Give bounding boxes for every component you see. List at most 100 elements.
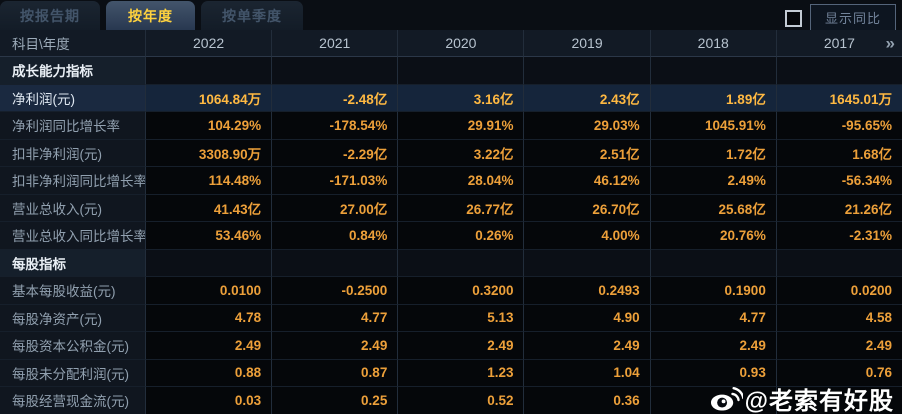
value-cell: 4.77 <box>271 304 398 332</box>
value-cell: 3.22亿 <box>397 139 524 167</box>
year-column-header[interactable]: 2022 <box>145 30 272 57</box>
value-cell: 2.49 <box>523 332 650 360</box>
section-row[interactable]: 成长能力指标 <box>0 57 902 85</box>
indicator-row[interactable]: 扣非净利润同比增长率 114.48% -171.03% 28.04% 46.12% 2.4… <box>0 167 902 195</box>
value-cell: 26.70亿 <box>523 194 650 222</box>
indicator-row[interactable]: 每股经营现金流(元) 0.03 0.25 0.52 0.36 <box>0 387 902 414</box>
row-label: 扣非净利润(元) <box>0 139 145 167</box>
value-cell: 0.76 <box>775 359 902 387</box>
row-label: 净利润(元) <box>0 84 145 112</box>
value-cell: 2.49 <box>397 332 524 360</box>
value-cell: 1.68亿 <box>775 139 902 167</box>
indicator-row[interactable]: 基本每股收益(元) 0.0100 -0.2500 0.3200 0.2493 0.1900… <box>0 277 902 305</box>
tab-by-year[interactable]: 按年度 <box>106 1 195 30</box>
tab-by-report-period[interactable]: 按报告期 <box>0 1 100 30</box>
row-label: 每股指标 <box>0 249 145 277</box>
value-cell <box>649 57 776 85</box>
value-cell <box>775 249 902 277</box>
show-yoy-checkbox[interactable] <box>784 9 802 27</box>
value-cell: -2.29亿 <box>271 139 398 167</box>
row-label: 营业总收入(元) <box>0 194 145 222</box>
value-cell: 1.04 <box>523 359 650 387</box>
watermark-text: @老索有好股 <box>744 388 894 414</box>
value-cell <box>397 249 524 277</box>
value-cell: 2.49 <box>775 332 902 360</box>
value-cell: 1064.84万 <box>145 84 272 112</box>
show-yoy-label[interactable]: 显示同比 <box>809 4 896 32</box>
more-years-chevron-icon[interactable]: » <box>885 33 895 53</box>
value-cell <box>523 249 650 277</box>
indicator-row[interactable]: 扣非净利润(元) 3308.90万 -2.29亿 3.22亿 2.51亿 1.72亿 1.6… <box>0 139 902 167</box>
value-cell: 25.68亿 <box>649 194 776 222</box>
row-label: 净利润同比增长率 <box>0 112 145 140</box>
value-cell: 1045.91% <box>649 112 776 140</box>
value-cell: 4.90 <box>523 304 650 332</box>
indicator-row[interactable]: 营业总收入同比增长率 53.46% 0.84% 0.26% 4.00% 20.76% -2.… <box>0 222 902 250</box>
value-cell: 0.03 <box>145 387 272 414</box>
value-cell: 20.76% <box>649 222 776 250</box>
value-cell <box>145 57 272 85</box>
value-cell: 0.0200 <box>775 277 902 305</box>
value-cell: 1.72亿 <box>649 139 776 167</box>
value-cell: 3308.90万 <box>145 139 272 167</box>
row-label: 基本每股收益(元) <box>0 277 145 305</box>
value-cell: 4.77 <box>649 304 776 332</box>
value-cell: 2.49 <box>271 332 398 360</box>
value-cell: 1.23 <box>397 359 524 387</box>
value-cell: 2.51亿 <box>523 139 650 167</box>
value-cell: 0.52 <box>397 387 524 414</box>
value-cell: 29.03% <box>523 112 650 140</box>
year-label: 2017 <box>823 35 855 51</box>
corner-label: 科目\年度 <box>0 30 145 57</box>
value-cell: 46.12% <box>523 167 650 195</box>
yoy-controls: 显示同比 <box>784 4 896 32</box>
value-cell: 2.43亿 <box>523 84 650 112</box>
value-cell: 0.36 <box>523 387 650 414</box>
indicator-row[interactable]: 净利润(元) 1064.84万 -2.48亿 3.16亿 2.43亿 1.89亿 1645.… <box>0 84 902 112</box>
value-cell: 53.46% <box>145 222 272 250</box>
value-cell: 26.77亿 <box>397 194 524 222</box>
weibo-logo-icon <box>710 385 743 413</box>
value-cell: -178.54% <box>271 112 398 140</box>
value-cell: 4.58 <box>775 304 902 332</box>
value-cell: 2.49 <box>649 332 776 360</box>
indicator-row[interactable]: 营业总收入(元) 41.43亿 27.00亿 26.77亿 26.70亿 25.68亿 21… <box>0 194 902 222</box>
table-body: 成长能力指标 净利润(元) 1064.84万 -2.48亿 3.16亿 2.43亿 1.89… <box>0 57 902 414</box>
value-cell: -2.31% <box>775 222 902 250</box>
row-label: 每股经营现金流(元) <box>0 387 145 414</box>
year-column-header[interactable]: 2019 <box>523 30 650 57</box>
value-cell <box>775 57 902 85</box>
period-tabbar: 按报告期 按年度 按单季度 显示同比 <box>0 0 902 32</box>
year-column-header[interactable]: 2017 » <box>775 30 902 57</box>
value-cell: 41.43亿 <box>145 194 272 222</box>
value-cell: 104.29% <box>145 112 272 140</box>
table-header-row: 科目\年度 2022 2021 2020 2019 2018 2017 » <box>0 30 902 57</box>
value-cell: 114.48% <box>145 167 272 195</box>
value-cell: 29.91% <box>397 112 524 140</box>
value-cell: 4.78 <box>145 304 272 332</box>
section-row[interactable]: 每股指标 <box>0 249 902 277</box>
year-column-header[interactable]: 2021 <box>271 30 398 57</box>
value-cell: 0.84% <box>271 222 398 250</box>
value-cell: 1.89亿 <box>649 84 776 112</box>
value-cell: 0.88 <box>145 359 272 387</box>
value-cell: 0.2493 <box>523 277 650 305</box>
value-cell: 0.3200 <box>397 277 524 305</box>
indicator-row[interactable]: 每股未分配利润(元) 0.88 0.87 1.23 1.04 0.93 0.76 <box>0 359 902 387</box>
year-column-header[interactable]: 2020 <box>397 30 524 57</box>
value-cell <box>271 57 398 85</box>
value-cell: -171.03% <box>271 167 398 195</box>
value-cell: -56.34% <box>775 167 902 195</box>
indicator-row[interactable]: 净利润同比增长率 104.29% -178.54% 29.91% 29.03% 1045.… <box>0 112 902 140</box>
value-cell <box>397 57 524 85</box>
value-cell: 28.04% <box>397 167 524 195</box>
row-label: 营业总收入同比增长率 <box>0 222 145 250</box>
value-cell: 2.49% <box>649 167 776 195</box>
tab-by-single-quarter[interactable]: 按单季度 <box>201 1 303 30</box>
indicator-row[interactable]: 每股净资产(元) 4.78 4.77 5.13 4.90 4.77 4.58 <box>0 304 902 332</box>
year-column-header[interactable]: 2018 <box>649 30 776 57</box>
value-cell <box>271 249 398 277</box>
indicator-row[interactable]: 每股资本公积金(元) 2.49 2.49 2.49 2.49 2.49 2.49 <box>0 332 902 360</box>
value-cell: -95.65% <box>775 112 902 140</box>
